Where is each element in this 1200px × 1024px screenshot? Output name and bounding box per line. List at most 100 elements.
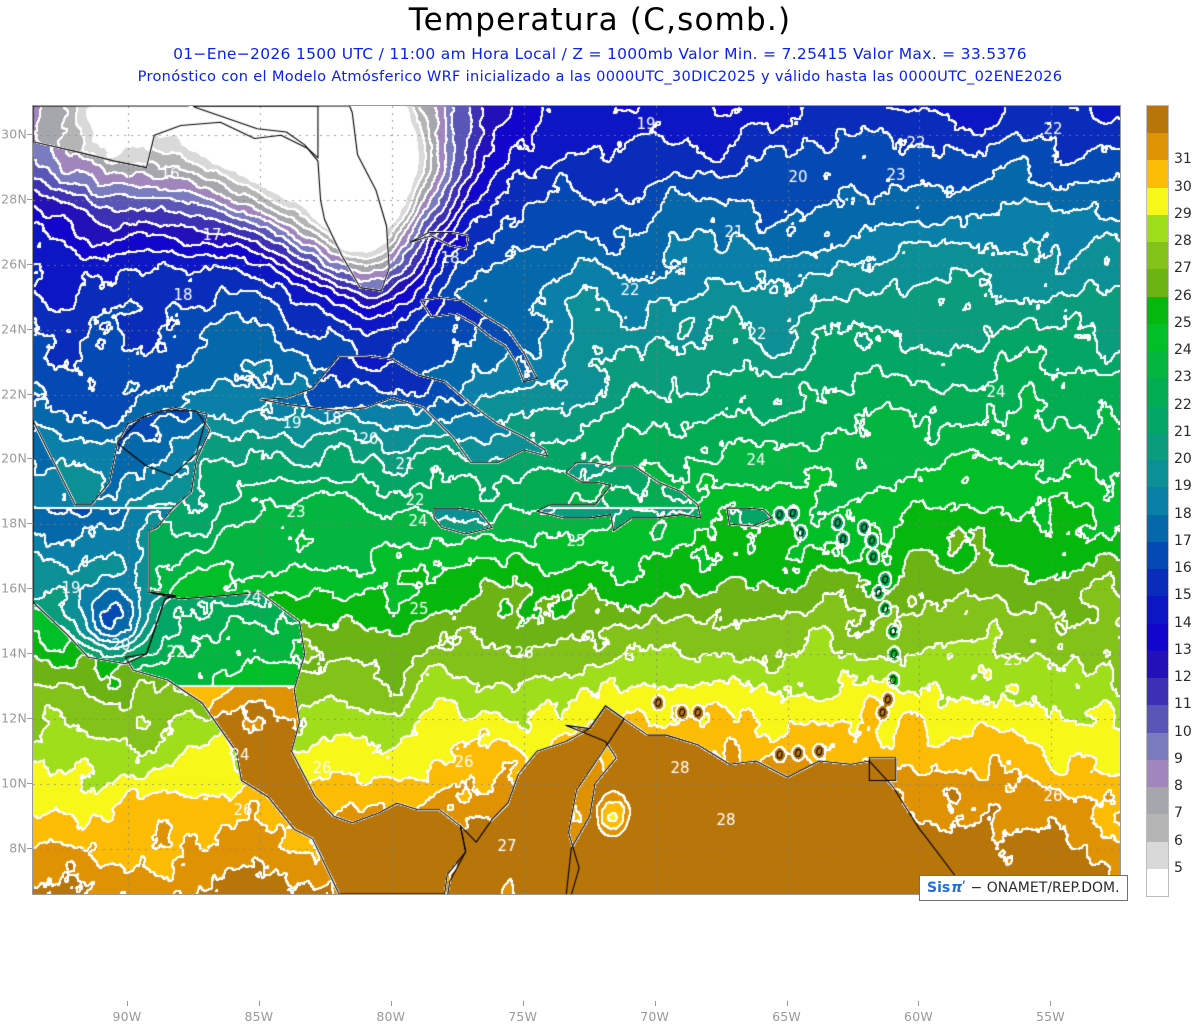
lat-tick-label: 12N [1,710,27,726]
lat-tick-mark [27,523,32,525]
credit-badge: Sis πʹ − ONAMET/REP.DOM. [919,875,1128,901]
lat-tick-label: 18N [1,515,27,531]
colorbar-tick-label: 8 [1174,778,1183,795]
credit-agency: − ONAMET/REP.DOM. [970,880,1120,896]
colorbar-tick-label: 24 [1174,342,1192,359]
colorbar-swatch [1147,106,1168,134]
lat-tick-label: 16N [1,580,27,596]
lon-tick-mark [1050,1001,1052,1006]
colorbar-tick-label: 6 [1174,832,1183,849]
colorbar-swatch [1147,705,1168,733]
lat-tick-mark [27,328,32,330]
colorbar-tick-label: 30 [1174,178,1192,195]
lat-tick-label: 20N [1,450,27,466]
colorbar-swatch [1147,460,1168,488]
lon-tick-label: 60W [904,1009,933,1024]
lon-tick-mark [786,1001,788,1006]
colorbar-tick-label: 21 [1174,423,1192,440]
colorbar-swatch [1147,296,1168,324]
colorbar-swatch [1147,650,1168,679]
map-frame [32,105,1121,895]
colorbar-tick-label: 19 [1174,478,1192,495]
colorbar-tick-label: 22 [1174,396,1192,413]
colorbar-tick-label: 28 [1174,233,1192,250]
lat-tick-label: 30N [1,126,27,142]
colorbar-swatch [1147,405,1168,433]
colorbar-tick-label: 25 [1174,314,1192,331]
lat-tick-label: 26N [1,256,27,272]
colorbar-swatch [1147,432,1168,461]
model-init-line: Pronóstico con el Modelo Atmósferico WRF… [137,68,1063,85]
colorbar-swatch [1147,841,1168,869]
colorbar-tick-label: 7 [1174,805,1183,822]
colorbar-tick-label: 11 [1174,696,1192,713]
colorbar-tick-label: 15 [1174,587,1192,604]
lat-tick-mark [27,393,32,395]
colorbar-swatch [1147,541,1168,570]
lat-tick-label: 8N [9,840,27,856]
colorbar-tick-label: 14 [1174,614,1192,631]
lon-tick-mark [654,1001,656,1006]
lon-tick-label: 90W [112,1009,142,1024]
colorbar-tick-label: 27 [1174,260,1192,277]
colorbar-swatch [1147,187,1168,215]
colorbar-tick-label: 17 [1174,532,1192,549]
colorbar-swatch [1147,323,1168,352]
lon-tick-mark [390,1001,392,1006]
lat-tick-label: 10N [1,775,27,791]
sistt-logo-tt: πʹ [951,880,966,896]
lon-tick-label: 55W [1035,1009,1065,1024]
colorbar-tick-label: 18 [1174,505,1192,522]
colorbar-swatch [1147,214,1168,243]
lon-tick-label: 65W [772,1009,801,1024]
colorbar-tick-label: 26 [1174,287,1192,304]
colorbar-tick-label: 10 [1174,723,1192,740]
lon-tick-label: 80W [376,1009,406,1024]
lat-tick-mark [27,134,32,136]
header: Temperatura (C,somb.) 01−Ene−2026 1500 U… [0,0,1200,96]
colorbar-swatch [1147,868,1168,896]
colorbar-swatch [1147,242,1168,270]
lat-tick-label: 22N [1,386,27,402]
lat-tick-mark [27,717,32,719]
forecast-valid-line: 01−Ene−2026 1500 UTC / 11:00 am Hora Loc… [173,45,1027,63]
colorbar-tick-label: 12 [1174,669,1192,686]
colorbar-swatch [1147,596,1168,624]
lat-tick-mark [27,199,32,201]
colorbar-tick-label: 29 [1174,205,1192,222]
lat-tick-mark [27,653,32,655]
lat-tick-label: 24N [1,321,27,337]
colorbar-swatch [1147,160,1168,188]
temperature-colorbar[interactable] [1146,105,1169,897]
lat-tick-mark [27,588,32,590]
colorbar-swatch [1147,569,1168,597]
colorbar-tick-label: 23 [1174,369,1192,386]
colorbar-tick-label: 5 [1174,859,1183,876]
lon-tick-mark [522,1001,524,1006]
colorbar-tick-label: 9 [1174,750,1183,767]
lon-tick-mark [258,1001,260,1006]
colorbar-swatch [1147,678,1168,706]
colorbar-swatch [1147,487,1168,515]
colorbar-tick-label: 20 [1174,451,1192,468]
page-title: Temperatura (C,somb.) [408,2,792,38]
lat-tick-mark [27,263,32,265]
colorbar-tick-label: 13 [1174,641,1192,658]
lat-tick-mark [27,458,32,460]
colorbar-swatch [1147,351,1168,379]
colorbar-swatch [1147,732,1168,760]
lon-tick-mark [918,1001,920,1006]
colorbar-swatch [1147,787,1168,815]
temperature-shaded-field [33,106,1120,894]
colorbar-tick-label: 31 [1174,151,1192,168]
lat-tick-mark [27,782,32,784]
colorbar-swatch [1147,133,1168,161]
lon-tick-label: 70W [640,1009,670,1024]
colorbar-swatch [1147,623,1168,651]
lat-tick-mark [27,847,32,849]
lon-tick-label: 75W [508,1009,538,1024]
lon-tick-mark [126,1001,128,1006]
colorbar-swatch [1147,759,1168,788]
map-plot-area[interactable]: 30N 28N 26N 24N 22N 20N 18N 16N 14N 12N 10N 8N 90W 8… [1,105,1121,1024]
